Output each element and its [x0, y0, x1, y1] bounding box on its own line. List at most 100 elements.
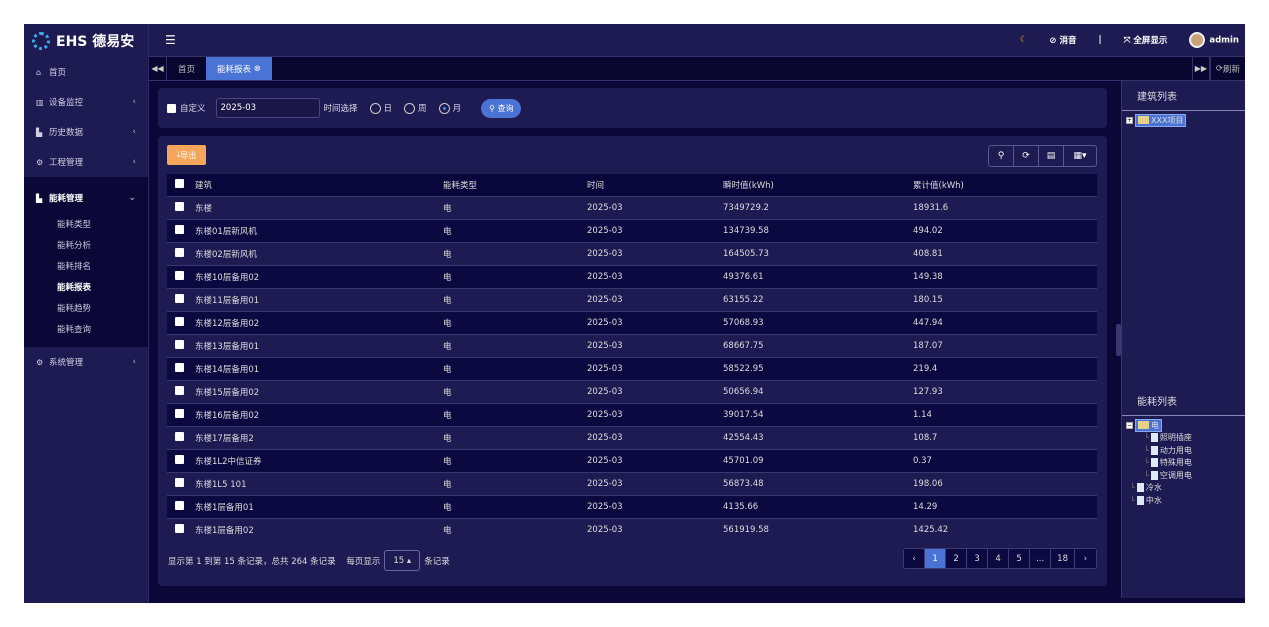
table-row[interactable]: 东楼电 2025-03 7349729.2 18931.6: [167, 195, 1097, 219]
page-button[interactable]: 3: [967, 549, 989, 568]
refresh-icon[interactable]: ⟳: [1014, 146, 1039, 166]
row-checkbox[interactable]: [175, 385, 184, 395]
tree-node[interactable]: 空调用电: [1159, 470, 1192, 480]
username: admin: [1209, 35, 1239, 46]
user-menu[interactable]: admin: [1189, 32, 1239, 48]
row-checkbox[interactable]: [175, 362, 184, 372]
tree-node[interactable]: 动力用电: [1159, 445, 1192, 455]
col-building[interactable]: 建筑: [195, 174, 443, 196]
row-checkbox[interactable]: [175, 477, 184, 487]
radio-week[interactable]: 周: [396, 102, 427, 114]
page-button[interactable]: 5: [1009, 549, 1031, 568]
row-checkbox[interactable]: [175, 247, 184, 257]
table-cell: 电: [443, 218, 587, 242]
radio-month[interactable]: 月: [431, 102, 461, 114]
menu-toggle-icon[interactable]: ☰: [165, 33, 176, 47]
table-cell: 2025-03: [587, 287, 723, 311]
page-button[interactable]: 1: [925, 549, 947, 568]
row-checkbox[interactable]: [175, 316, 184, 326]
table-row[interactable]: 东楼10层备用02 电 2025-03 49376.61 149.38: [167, 264, 1097, 288]
table-row[interactable]: 东楼12层备用02 电 2025-03 57068.93 447.94: [167, 310, 1097, 334]
row-checkbox[interactable]: [175, 339, 184, 349]
collapse-icon[interactable]: −: [1126, 421, 1133, 429]
col-energy-type[interactable]: 能耗类型: [443, 174, 587, 196]
table-cell: 电: [443, 287, 587, 311]
row-checkbox[interactable]: [175, 431, 184, 441]
table-row[interactable]: 东楼01层新风机电 2025-03 134739.58 494.02: [167, 218, 1097, 242]
table-row[interactable]: 东楼15层备用02 电 2025-03 50656.94 127.93: [167, 379, 1097, 403]
row-checkbox[interactable]: [175, 293, 184, 303]
table-row[interactable]: 东楼1层备用02 电 2025-03 561919.58 1425.42: [167, 517, 1097, 541]
row-checkbox[interactable]: [175, 454, 184, 464]
page-size-select[interactable]: 15 ▴: [384, 550, 421, 571]
tab-energy-report[interactable]: 能耗报表 ⊗: [206, 57, 272, 80]
sidebar-item[interactable]: ⌂ 首页: [36, 67, 67, 79]
brand-name: EHS 德易安: [56, 33, 135, 50]
page-button[interactable]: 2: [946, 549, 968, 568]
table-row[interactable]: 东楼1L2中信证券电 2025-03 45701.09 0.37: [167, 448, 1097, 472]
page-button[interactable]: ›: [1075, 549, 1096, 568]
mute-button[interactable]: ⊘ 消音: [1049, 36, 1077, 46]
tree-node[interactable]: 冷水: [1145, 483, 1162, 493]
refresh-button[interactable]: ⟳ 刷新: [1209, 57, 1245, 80]
table-row[interactable]: 东楼16层备用02 电 2025-03 39017.54 1.14: [167, 402, 1097, 426]
row-checkbox[interactable]: [175, 523, 184, 533]
tree-node-root[interactable]: 电: [1135, 418, 1162, 432]
row-checkbox[interactable]: [175, 408, 184, 418]
export-button[interactable]: ⤓ 导出: [167, 145, 206, 165]
date-input[interactable]: 2025-03: [215, 98, 320, 118]
table-row[interactable]: 东楼1L5 101 电 2025-03 56873.48 198.06: [167, 471, 1097, 495]
columns-icon[interactable]: ▦▾: [1073, 151, 1087, 161]
tree-node[interactable]: 特殊用电: [1159, 458, 1192, 468]
tree-node[interactable]: 中水: [1145, 495, 1162, 505]
col-cumulative[interactable]: 累计值(kWh): [913, 174, 1097, 196]
sidebar-subitem[interactable]: 能耗分析: [57, 240, 92, 251]
table-row[interactable]: 东楼02层新风机电 2025-03 164505.73 408.81: [167, 241, 1097, 265]
page-button[interactable]: 18: [1051, 549, 1075, 568]
table-cell: 东楼01层新风机: [195, 218, 443, 242]
sidebar-subitem[interactable]: 能耗趋势: [57, 303, 92, 314]
sidebar-subitem[interactable]: 能耗报表: [57, 282, 92, 293]
sidebar-item[interactable]: ⚙ 工程管理 ‹: [36, 157, 136, 168]
row-checkbox[interactable]: [175, 224, 184, 234]
row-checkbox[interactable]: [175, 201, 184, 211]
sidebar-subitem[interactable]: 能耗排名: [57, 261, 92, 272]
tree-node[interactable]: XXX项目: [1135, 113, 1187, 127]
file-icon: [1150, 458, 1158, 468]
sidebar-item[interactable]: ▥ 设备监控 ‹: [36, 97, 136, 108]
col-time[interactable]: 时间: [587, 174, 723, 196]
page-button[interactable]: 4: [988, 549, 1010, 568]
moon-icon[interactable]: ☾: [1019, 35, 1028, 45]
custom-checkbox[interactable]: [167, 103, 176, 113]
table-row[interactable]: 东楼17层备用2 电 2025-03 42554.43 108.7: [167, 425, 1097, 449]
tab-scroll-left-icon[interactable]: ◀◀: [149, 57, 167, 80]
table-row[interactable]: 东楼1层备用01 电 2025-03 4135.66 14.29: [167, 494, 1097, 518]
list-icon[interactable]: ▤: [1039, 146, 1064, 166]
select-all-checkbox[interactable]: [175, 178, 184, 188]
table-row[interactable]: 东楼11层备用01 电 2025-03 63155.22 180.15: [167, 287, 1097, 311]
radio-day[interactable]: 日: [362, 102, 392, 114]
col-instant[interactable]: 瞬时值(kWh): [723, 174, 913, 196]
page-button[interactable]: ‹: [904, 549, 926, 568]
tab-home[interactable]: 首页: [178, 64, 196, 75]
expand-icon[interactable]: +: [1126, 116, 1133, 124]
folder-icon: [1138, 116, 1149, 125]
query-button[interactable]: ⚲ 查询: [481, 98, 522, 118]
row-checkbox[interactable]: [175, 270, 184, 280]
table-row[interactable]: 东楼14层备用01 电 2025-03 58522.95 219.4: [167, 356, 1097, 380]
row-checkbox[interactable]: [175, 500, 184, 510]
table-cell: 东楼17层备用2: [195, 425, 443, 449]
fullscreen-button[interactable]: ⤧ 全屏显示: [1123, 36, 1168, 46]
sidebar-item[interactable]: ▙ 能耗管理 ⌄: [36, 193, 136, 204]
close-icon[interactable]: ⊗: [253, 63, 261, 74]
table-row[interactable]: 东楼13层备用01 电 2025-03 68667.75 187.07: [167, 333, 1097, 357]
sidebar-item[interactable]: ⚙ 系统管理 ‹: [36, 357, 136, 368]
sidebar-item[interactable]: ▙ 历史数据 ‹: [36, 127, 136, 138]
splitter-handle[interactable]: [1116, 324, 1121, 356]
tree-node[interactable]: 照明插座: [1159, 433, 1192, 443]
search-icon[interactable]: ⚲: [989, 146, 1014, 166]
tab-scroll-right-icon[interactable]: ▶▶: [1191, 57, 1210, 80]
sidebar-subitem[interactable]: 能耗类型: [57, 219, 92, 230]
page-button[interactable]: ...: [1030, 549, 1052, 568]
sidebar-subitem[interactable]: 能耗查询: [57, 324, 92, 335]
